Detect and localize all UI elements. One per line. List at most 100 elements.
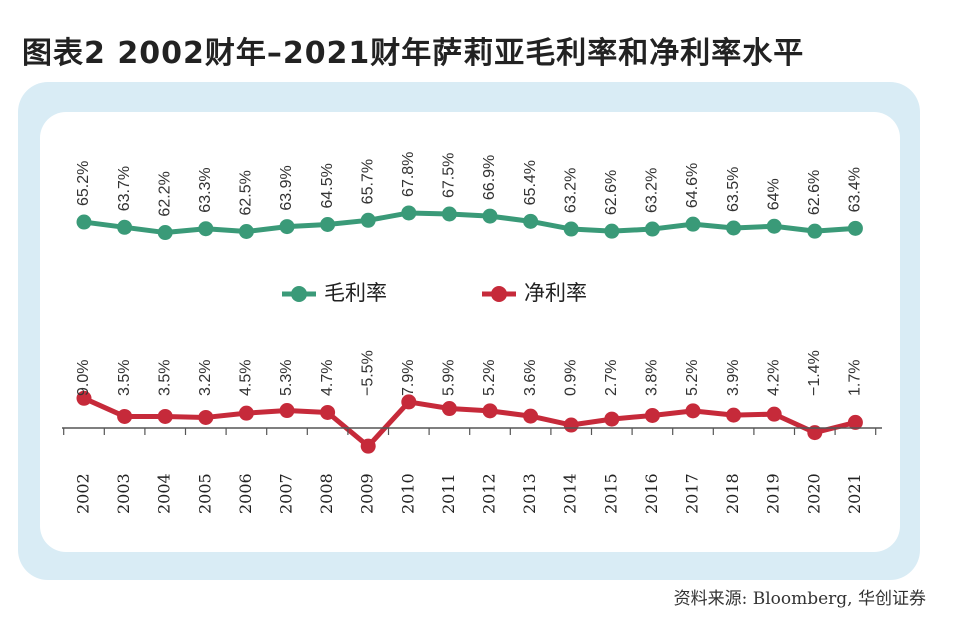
gross-margin-point: [401, 205, 417, 221]
gross-margin-data-label: 64%: [765, 178, 782, 210]
net-margin-point: [644, 407, 660, 423]
gross-margin-point: [604, 223, 620, 239]
x-tick-label: 2008: [317, 473, 336, 514]
x-tick-label: 2020: [804, 473, 823, 514]
x-tick-label: 2010: [398, 473, 417, 514]
gross-margin-point: [238, 224, 254, 239]
x-tick-label: 2009: [358, 473, 377, 514]
net-margin-data-label: 5.2%: [684, 360, 701, 396]
x-tick-label: 2003: [114, 473, 133, 514]
net-margin-point: [320, 404, 336, 420]
net-margin-point: [563, 417, 579, 433]
gross-margin-data-label: 63.2%: [644, 168, 661, 213]
net-margin-point: [726, 407, 742, 423]
net-margin-data-label: 0.9%: [562, 360, 579, 396]
legend: 毛利率 净利率: [282, 281, 587, 305]
net-margin-point: [847, 414, 863, 430]
chart-frame-inner: [40, 112, 900, 552]
gross-margin-data-label: 67.8%: [400, 152, 417, 197]
gross-margin-data-label: 63.9%: [278, 165, 295, 210]
gross-margin-point: [685, 216, 701, 232]
gross-margin-point: [441, 206, 457, 222]
gross-margin-data-label: 63.3%: [197, 167, 214, 212]
gross-margin-data-label: 65.7%: [359, 159, 376, 204]
x-tick-label: 2011: [439, 473, 458, 514]
gross-margin-point: [523, 213, 539, 229]
net-margin-data-label: 4.2%: [765, 360, 782, 396]
gross-margin-point: [807, 223, 823, 239]
gross-margin-point: [279, 219, 295, 235]
gross-margin-data-label: 62.6%: [806, 170, 823, 215]
net-margin-data-label: 5.2%: [481, 360, 498, 396]
net-margin-data-label: 4.7%: [319, 360, 336, 396]
gross-margin-point: [157, 225, 173, 241]
gross-margin-data-label: 63.5%: [725, 167, 742, 212]
x-tick-label: 2019: [764, 473, 783, 514]
net-margin-data-label: 3.2%: [197, 360, 214, 396]
gross-margin-data-label: 64.6%: [684, 163, 701, 208]
net-margin-data-label: −1.4%: [806, 350, 823, 396]
legend-marker: [291, 286, 307, 302]
x-tick-label: 2013: [520, 473, 539, 514]
net-margin-data-label: 3.9%: [725, 360, 742, 396]
x-axis: 2002 2003 2004 2005 2006 2007 2008 2009 2010 2011…: [62, 427, 882, 514]
net-margin-data-label: 9.0%: [75, 360, 92, 396]
gross-margin-data-label: 62.2%: [156, 171, 173, 216]
gross-margin-point: [644, 221, 660, 237]
net-margin-point: [441, 401, 457, 417]
net-margin-point: [685, 403, 701, 419]
net-margin-data-label: 3.5%: [156, 360, 173, 396]
x-tick-label: 2014: [561, 473, 580, 514]
x-tick-label: 2002: [74, 473, 93, 514]
net-margin-point: [198, 409, 214, 425]
gross-margin-data-label: 63.7%: [116, 166, 133, 211]
x-tick-label: 2004: [155, 473, 174, 514]
chart-title: 图表2 2002财年–2021财年萨莉亚毛利率和净利率水平: [22, 36, 805, 71]
legend-label: 毛利率: [324, 281, 387, 305]
x-tick-label: 2016: [642, 473, 661, 514]
net-margin-data-label: 2.7%: [603, 360, 620, 396]
net-margin-series: 9.0% 3.5% 3.5% 3.2% 4.5% 5.3% 4.7% −5.5% 7.9% 5.9…: [75, 350, 864, 454]
net-margin-data-label: 3.5%: [116, 360, 133, 396]
net-margin-point: [766, 406, 782, 422]
gross-margin-point: [76, 214, 92, 230]
x-tick-label: 2006: [236, 473, 255, 514]
net-margin-data-label: 3.8%: [644, 360, 661, 396]
source-note: 资料来源: Bloomberg, 华创证券: [673, 589, 926, 609]
net-margin-point: [482, 403, 498, 419]
x-tick-label: 2017: [683, 473, 702, 514]
net-margin-data-label: 3.6%: [522, 360, 539, 396]
gross-margin-point: [482, 208, 498, 224]
gross-margin-point: [766, 218, 782, 234]
net-margin-point: [360, 438, 376, 454]
net-margin-data-label: −5.5%: [359, 350, 376, 396]
gross-margin-data-label: 63.2%: [562, 168, 579, 213]
gross-margin-series: 65.2% 63.7% 62.2% 63.3% 62.5% 63.9% 64.5% 65.7%…: [75, 152, 864, 241]
net-margin-point: [76, 390, 92, 406]
gross-margin-data-label: 65.4%: [522, 160, 539, 205]
gross-margin-point: [117, 219, 133, 235]
legend-label: 净利率: [524, 281, 587, 305]
net-margin-point: [117, 408, 133, 424]
net-margin-point: [807, 425, 823, 441]
net-margin-point: [604, 411, 620, 427]
legend-marker: [491, 286, 507, 302]
net-margin-point: [523, 408, 539, 424]
gross-margin-point: [847, 220, 863, 236]
net-margin-point: [238, 405, 254, 421]
x-tick-label: 2021: [845, 473, 864, 514]
x-tick-label: 2018: [723, 473, 742, 514]
net-margin-data-label: 5.9%: [441, 360, 458, 396]
net-margin-point: [157, 408, 173, 424]
x-tick-label: 2005: [195, 473, 214, 514]
gross-margin-data-label: 67.5%: [441, 153, 458, 198]
gross-margin-data-label: 63.4%: [847, 167, 864, 212]
gross-margin-point: [320, 217, 336, 232]
gross-margin-point: [198, 221, 214, 237]
gross-margin-data-label: 64.5%: [319, 163, 336, 208]
gross-margin-data-label: 62.5%: [238, 170, 255, 215]
gross-margin-point: [563, 221, 579, 237]
net-margin-data-label: 7.9%: [400, 360, 417, 396]
net-margin-point: [279, 403, 295, 419]
